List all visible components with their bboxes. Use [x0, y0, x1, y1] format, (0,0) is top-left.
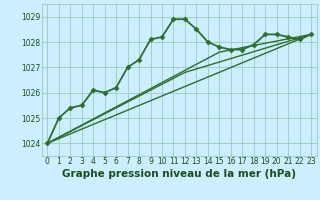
X-axis label: Graphe pression niveau de la mer (hPa): Graphe pression niveau de la mer (hPa): [62, 169, 296, 179]
